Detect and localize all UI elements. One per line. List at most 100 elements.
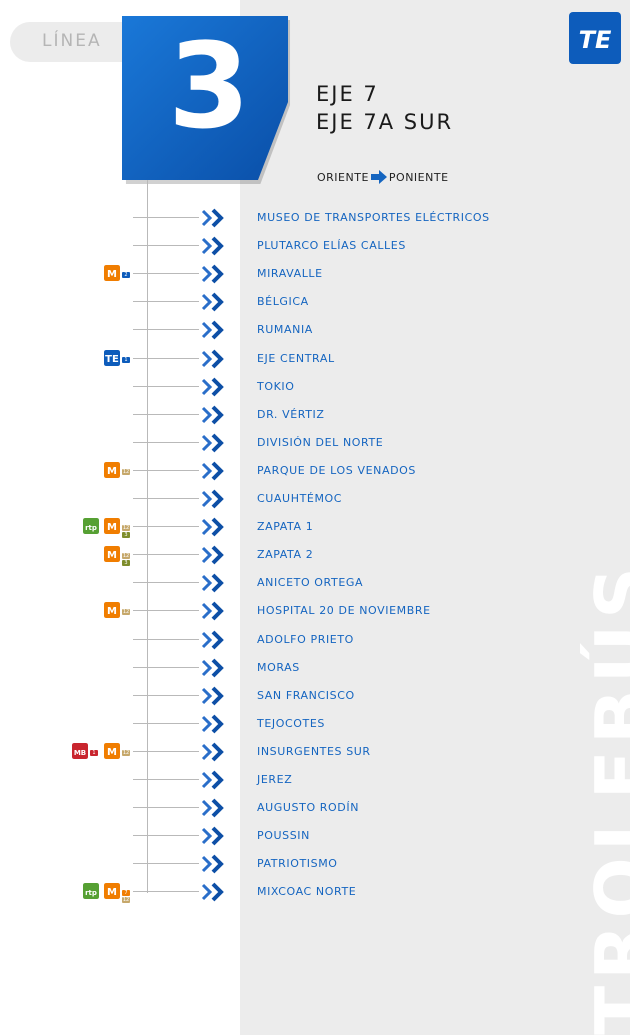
line-number-badge: 3 [122, 560, 130, 567]
stop-tick [133, 610, 199, 612]
double-chevron-right-icon [201, 461, 224, 481]
stop-name: POUSSIN [257, 829, 310, 843]
stop-name: BÉLGICA [257, 295, 309, 309]
metro-icon: M [104, 461, 120, 478]
stop-name: TEJOCOTES [257, 716, 325, 730]
stop-name: TOKIO [257, 379, 295, 393]
double-chevron-right-icon [201, 742, 224, 762]
metro-icon: M [104, 742, 120, 759]
double-chevron-right-icon [201, 377, 224, 397]
stop-row: BÉLGICA [0, 290, 630, 314]
rtp-connection: rtp [83, 883, 100, 901]
stop-tick [133, 835, 199, 837]
double-chevron-right-icon [201, 798, 224, 818]
double-chevron-right-icon [201, 489, 224, 509]
trolebus-connection: TE 1 [104, 349, 132, 368]
stop-row: ZAPATA 2 M 12 3 [0, 543, 630, 567]
stop-tick [133, 722, 199, 724]
metrobus-line-numbers: 1 [90, 749, 98, 757]
stop-name: DR. VÉRTIZ [257, 407, 325, 421]
stop-name: ANICETO ORTEGA [257, 576, 364, 590]
metro-line-numbers: 12 [122, 609, 130, 616]
stop-tick [133, 750, 199, 752]
double-chevron-right-icon [201, 292, 224, 312]
double-chevron-right-icon [201, 826, 224, 846]
stop-row: PARQUE DE LOS VENADOS M 12 [0, 459, 630, 483]
stop-tick [133, 526, 199, 528]
stop-name: ADOLFO PRIETO [257, 632, 354, 646]
route-trunk-line [147, 180, 148, 893]
svg-text:M: M [107, 747, 117, 758]
line-label: LÍNEA [42, 31, 102, 51]
direction-indicator: ORIENTE PONIENTE [317, 170, 449, 184]
line-number-badge: 12 [122, 525, 130, 532]
stop-row: ANICETO ORTEGA [0, 571, 630, 595]
stop-row: ADOLFO PRIETO [0, 628, 630, 652]
stop-connections: M 12 [104, 461, 132, 480]
metro-connection: M 12 [104, 602, 132, 620]
direction-from: ORIENTE [317, 170, 369, 184]
direction-to: PONIENTE [388, 170, 449, 184]
stop-row: DR. VÉRTIZ [0, 403, 630, 427]
stop-tick [133, 807, 199, 809]
stop-tick [133, 779, 199, 780]
stop-name: MIRAVALLE [257, 267, 323, 281]
double-chevron-right-icon [201, 433, 224, 453]
double-chevron-right-icon [201, 686, 224, 706]
route-title-line1: EJE 7 [316, 82, 379, 106]
stop-name: MUSEO DE TRANSPORTES ELÉCTRICOS [257, 211, 490, 224]
stop-connections: rtp M 12 3 [83, 518, 132, 539]
rtp-icon: rtp [83, 518, 99, 535]
stop-row: JEREZ [0, 768, 630, 792]
stop-tick [133, 441, 199, 443]
stop-connections: M 12 3 [104, 546, 132, 567]
stop-tick [133, 469, 199, 471]
line-number-badge: 12 [122, 553, 130, 560]
metro-icon: M [104, 883, 120, 900]
metro-icon: M [104, 265, 120, 282]
stop-row: HOSPITAL 20 DE NOVIEMBRE M 12 [0, 599, 630, 623]
stop-tick [133, 217, 199, 218]
metro-line-numbers: 12 [122, 468, 130, 476]
double-chevron-right-icon [201, 770, 224, 790]
metro-connection: M 12 [104, 742, 132, 761]
double-chevron-right-icon [201, 349, 224, 368]
stop-tick [133, 498, 199, 499]
route-title-line2: EJE 7A SUR [316, 110, 454, 134]
metro-connection: M 12 3 [104, 546, 132, 567]
stop-tick [133, 329, 199, 331]
stop-row: SAN FRANCISCO [0, 684, 630, 708]
stop-name: SAN FRANCISCO [257, 688, 355, 702]
stop-name: AUGUSTO RODÍN [257, 801, 360, 815]
line-number-badge: 3 [122, 532, 130, 539]
line-number-badge: 12 [122, 468, 130, 475]
line-number-badge: 1 [90, 749, 98, 756]
metro-connection: M 12 3 [104, 518, 132, 539]
stop-name: MORAS [257, 660, 300, 674]
double-chevron-right-icon [201, 545, 224, 565]
metrobus-connection: MB 1 [72, 742, 100, 761]
te-logo-text: TE [579, 26, 612, 54]
stop-row: MORAS [0, 656, 630, 680]
stop-name: RUMANIA [257, 323, 313, 337]
svg-text:TE: TE [105, 354, 119, 365]
svg-text:rtp: rtp [85, 889, 97, 897]
stop-name: HOSPITAL 20 DE NOVIEMBRE [257, 604, 431, 618]
svg-text:M: M [107, 606, 117, 617]
stop-row: DIVISIÓN DEL NORTE [0, 431, 630, 455]
stop-name: INSURGENTES SUR [257, 744, 371, 758]
stop-row: RUMANIA [0, 318, 630, 342]
stop-row: MIRAVALLE M 2 [0, 262, 630, 286]
metro-line-numbers: 12 3 [122, 525, 130, 539]
stop-name: EJE CENTRAL [257, 351, 335, 365]
right-panel [240, 0, 630, 1035]
stop-tick [133, 638, 199, 640]
double-chevron-right-icon [201, 264, 224, 284]
stop-name: MIXCOAC NORTE [257, 885, 357, 899]
stop-name: JEREZ [257, 773, 293, 786]
line-number-badge: 12 [122, 609, 130, 616]
trolebus-icon: TE [104, 349, 120, 366]
line-badge [122, 16, 288, 180]
stop-tick [133, 357, 199, 359]
